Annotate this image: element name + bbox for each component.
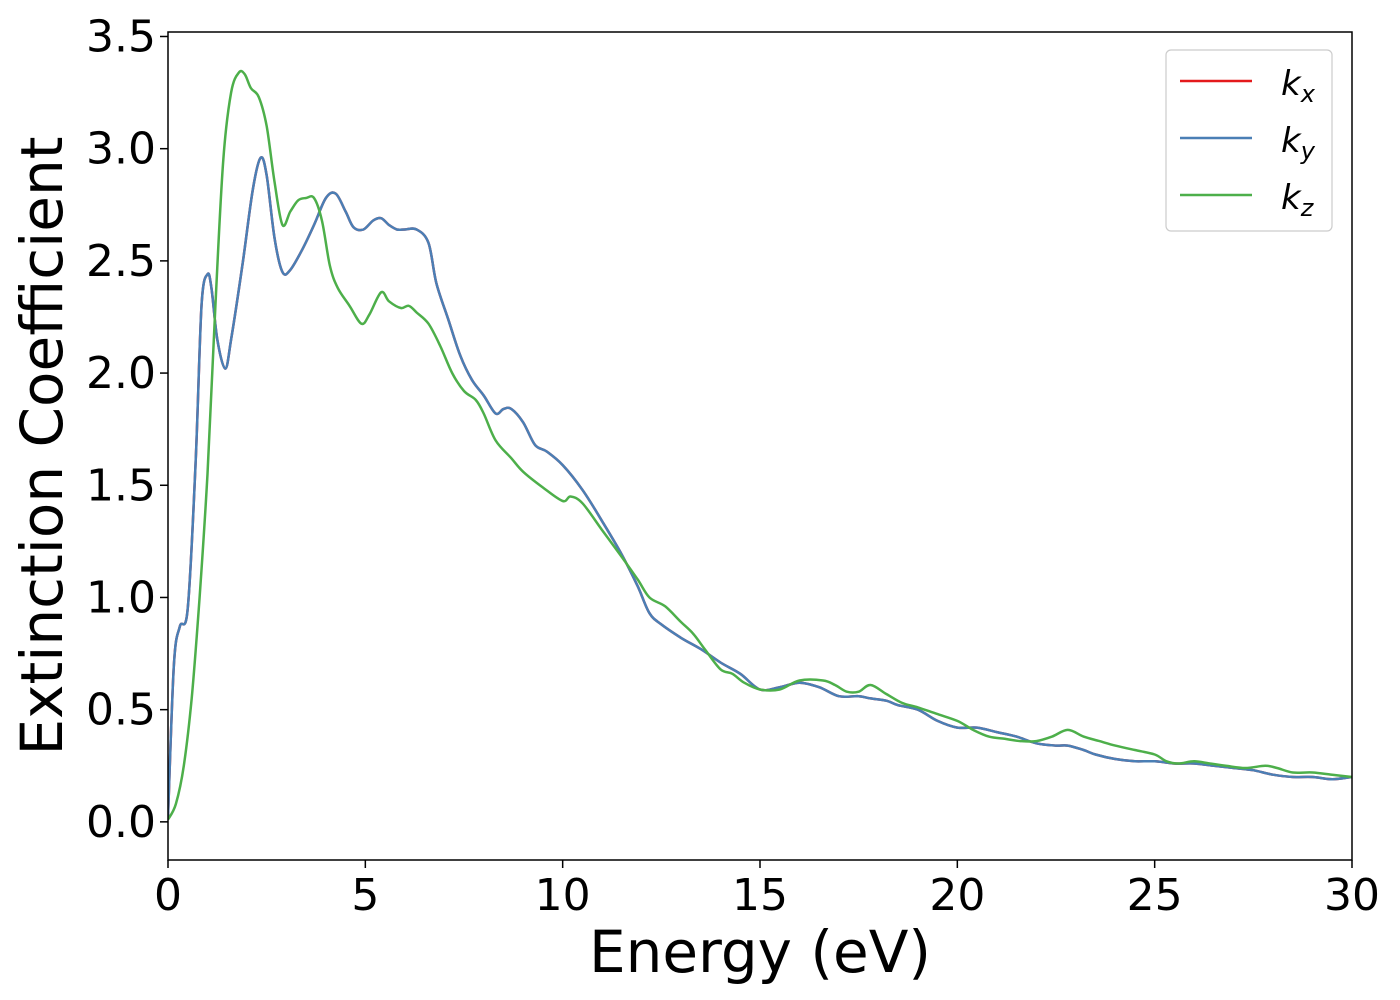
legend-label-kx: kx — [1281, 64, 1316, 108]
y-tick-label: 2.5 — [86, 236, 156, 287]
x-tick-label: 15 — [732, 870, 788, 921]
legend-label-ky: ky — [1281, 121, 1316, 165]
x-axis-title: Energy (eV) — [589, 918, 931, 986]
legend: kx ky kz — [1165, 49, 1333, 232]
x-tick-label: 0 — [154, 870, 182, 921]
y-tick-label: 1.5 — [86, 460, 156, 511]
y-tick-label: 0.5 — [86, 685, 156, 736]
y-tick-label: 3.0 — [86, 124, 156, 175]
y-tick-label: 0.0 — [86, 797, 156, 848]
y-axis-title: Extinction Coefficient — [8, 137, 76, 756]
plot-lines — [168, 69, 1352, 821]
series-line-kz — [168, 69, 1352, 821]
x-tick-label: 10 — [535, 870, 591, 921]
x-tick-label: 30 — [1324, 870, 1380, 921]
y-tick-label: 3.5 — [86, 11, 156, 62]
x-tick-label: 25 — [1127, 870, 1183, 921]
y-tick-label: 1.0 — [86, 572, 156, 623]
x-axis: 0 5 10 15 20 25 30 — [154, 860, 1380, 921]
legend-label-kz: kz — [1281, 178, 1315, 222]
legend-box — [1165, 49, 1333, 232]
x-tick-label: 5 — [351, 870, 379, 921]
y-axis: 0.0 0.5 1.0 1.5 2.0 2.5 3.0 3.5 — [86, 11, 168, 848]
series-line-ky — [168, 156, 1352, 818]
series-line-kx — [168, 156, 1352, 818]
y-tick-label: 2.0 — [86, 348, 156, 399]
x-tick-label: 20 — [929, 870, 985, 921]
